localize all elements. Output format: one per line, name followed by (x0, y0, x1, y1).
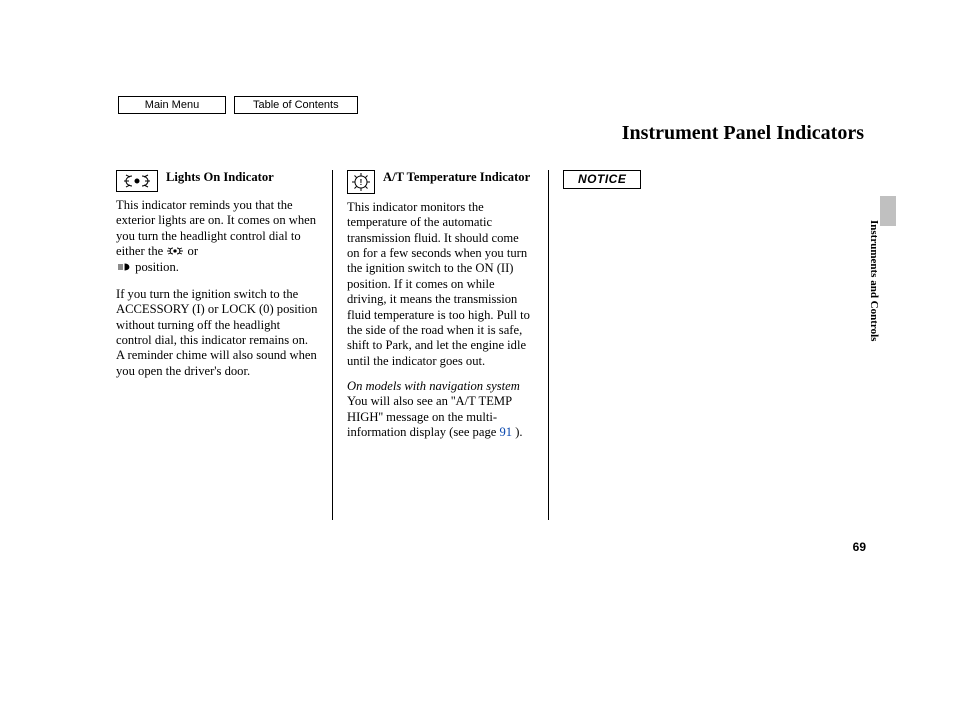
lights-on-icon (116, 170, 158, 192)
lights-on-head: Lights On Indicator (116, 170, 318, 192)
lights-on-p2: If you turn the ignition switch to the A… (116, 287, 318, 379)
notice-box: NOTICE (563, 170, 641, 189)
side-tab-label: Instruments and Controls (868, 220, 880, 341)
column-3: NOTICE (548, 170, 748, 520)
text: or (188, 244, 199, 258)
text: This indicator reminds you that the exte… (116, 198, 316, 258)
at-temp-p2b: ). (515, 425, 522, 439)
toc-button[interactable]: Table of Contents (234, 96, 358, 114)
nav-buttons: Main Menu Table of Contents (118, 96, 358, 114)
page-ref-link[interactable]: 91 (499, 425, 512, 439)
nav-note: On models with navigation system (347, 379, 520, 393)
headlight-icon (116, 261, 132, 276)
page-title: Instrument Panel Indicators (622, 122, 864, 145)
lights-on-title: Lights On Indicator (166, 170, 274, 184)
main-menu-button[interactable]: Main Menu (118, 96, 226, 114)
at-temp-p1: This indicator monitors the temperature … (347, 200, 534, 369)
parking-light-icon (166, 245, 184, 260)
text: position. (135, 260, 179, 274)
content-columns: Lights On Indicator This indicator remin… (116, 170, 864, 520)
lights-on-p1: This indicator reminds you that the exte… (116, 198, 318, 277)
side-tab-block (880, 196, 896, 226)
page-number: 69 (853, 540, 866, 554)
svg-text:!: ! (360, 178, 363, 187)
at-temp-head: ! A/T Temperature Indicator (347, 170, 534, 194)
at-temp-icon: ! (347, 170, 375, 194)
at-temp-p2a: You will also see an ''A/T TEMP HIGH'' m… (347, 394, 512, 439)
at-temp-note-block: On models with navigation system You wil… (347, 379, 534, 440)
column-1: Lights On Indicator This indicator remin… (116, 170, 332, 520)
column-2: ! A/T Temperature Indicator This indicat… (332, 170, 548, 520)
at-temp-title: A/T Temperature Indicator (383, 170, 530, 184)
